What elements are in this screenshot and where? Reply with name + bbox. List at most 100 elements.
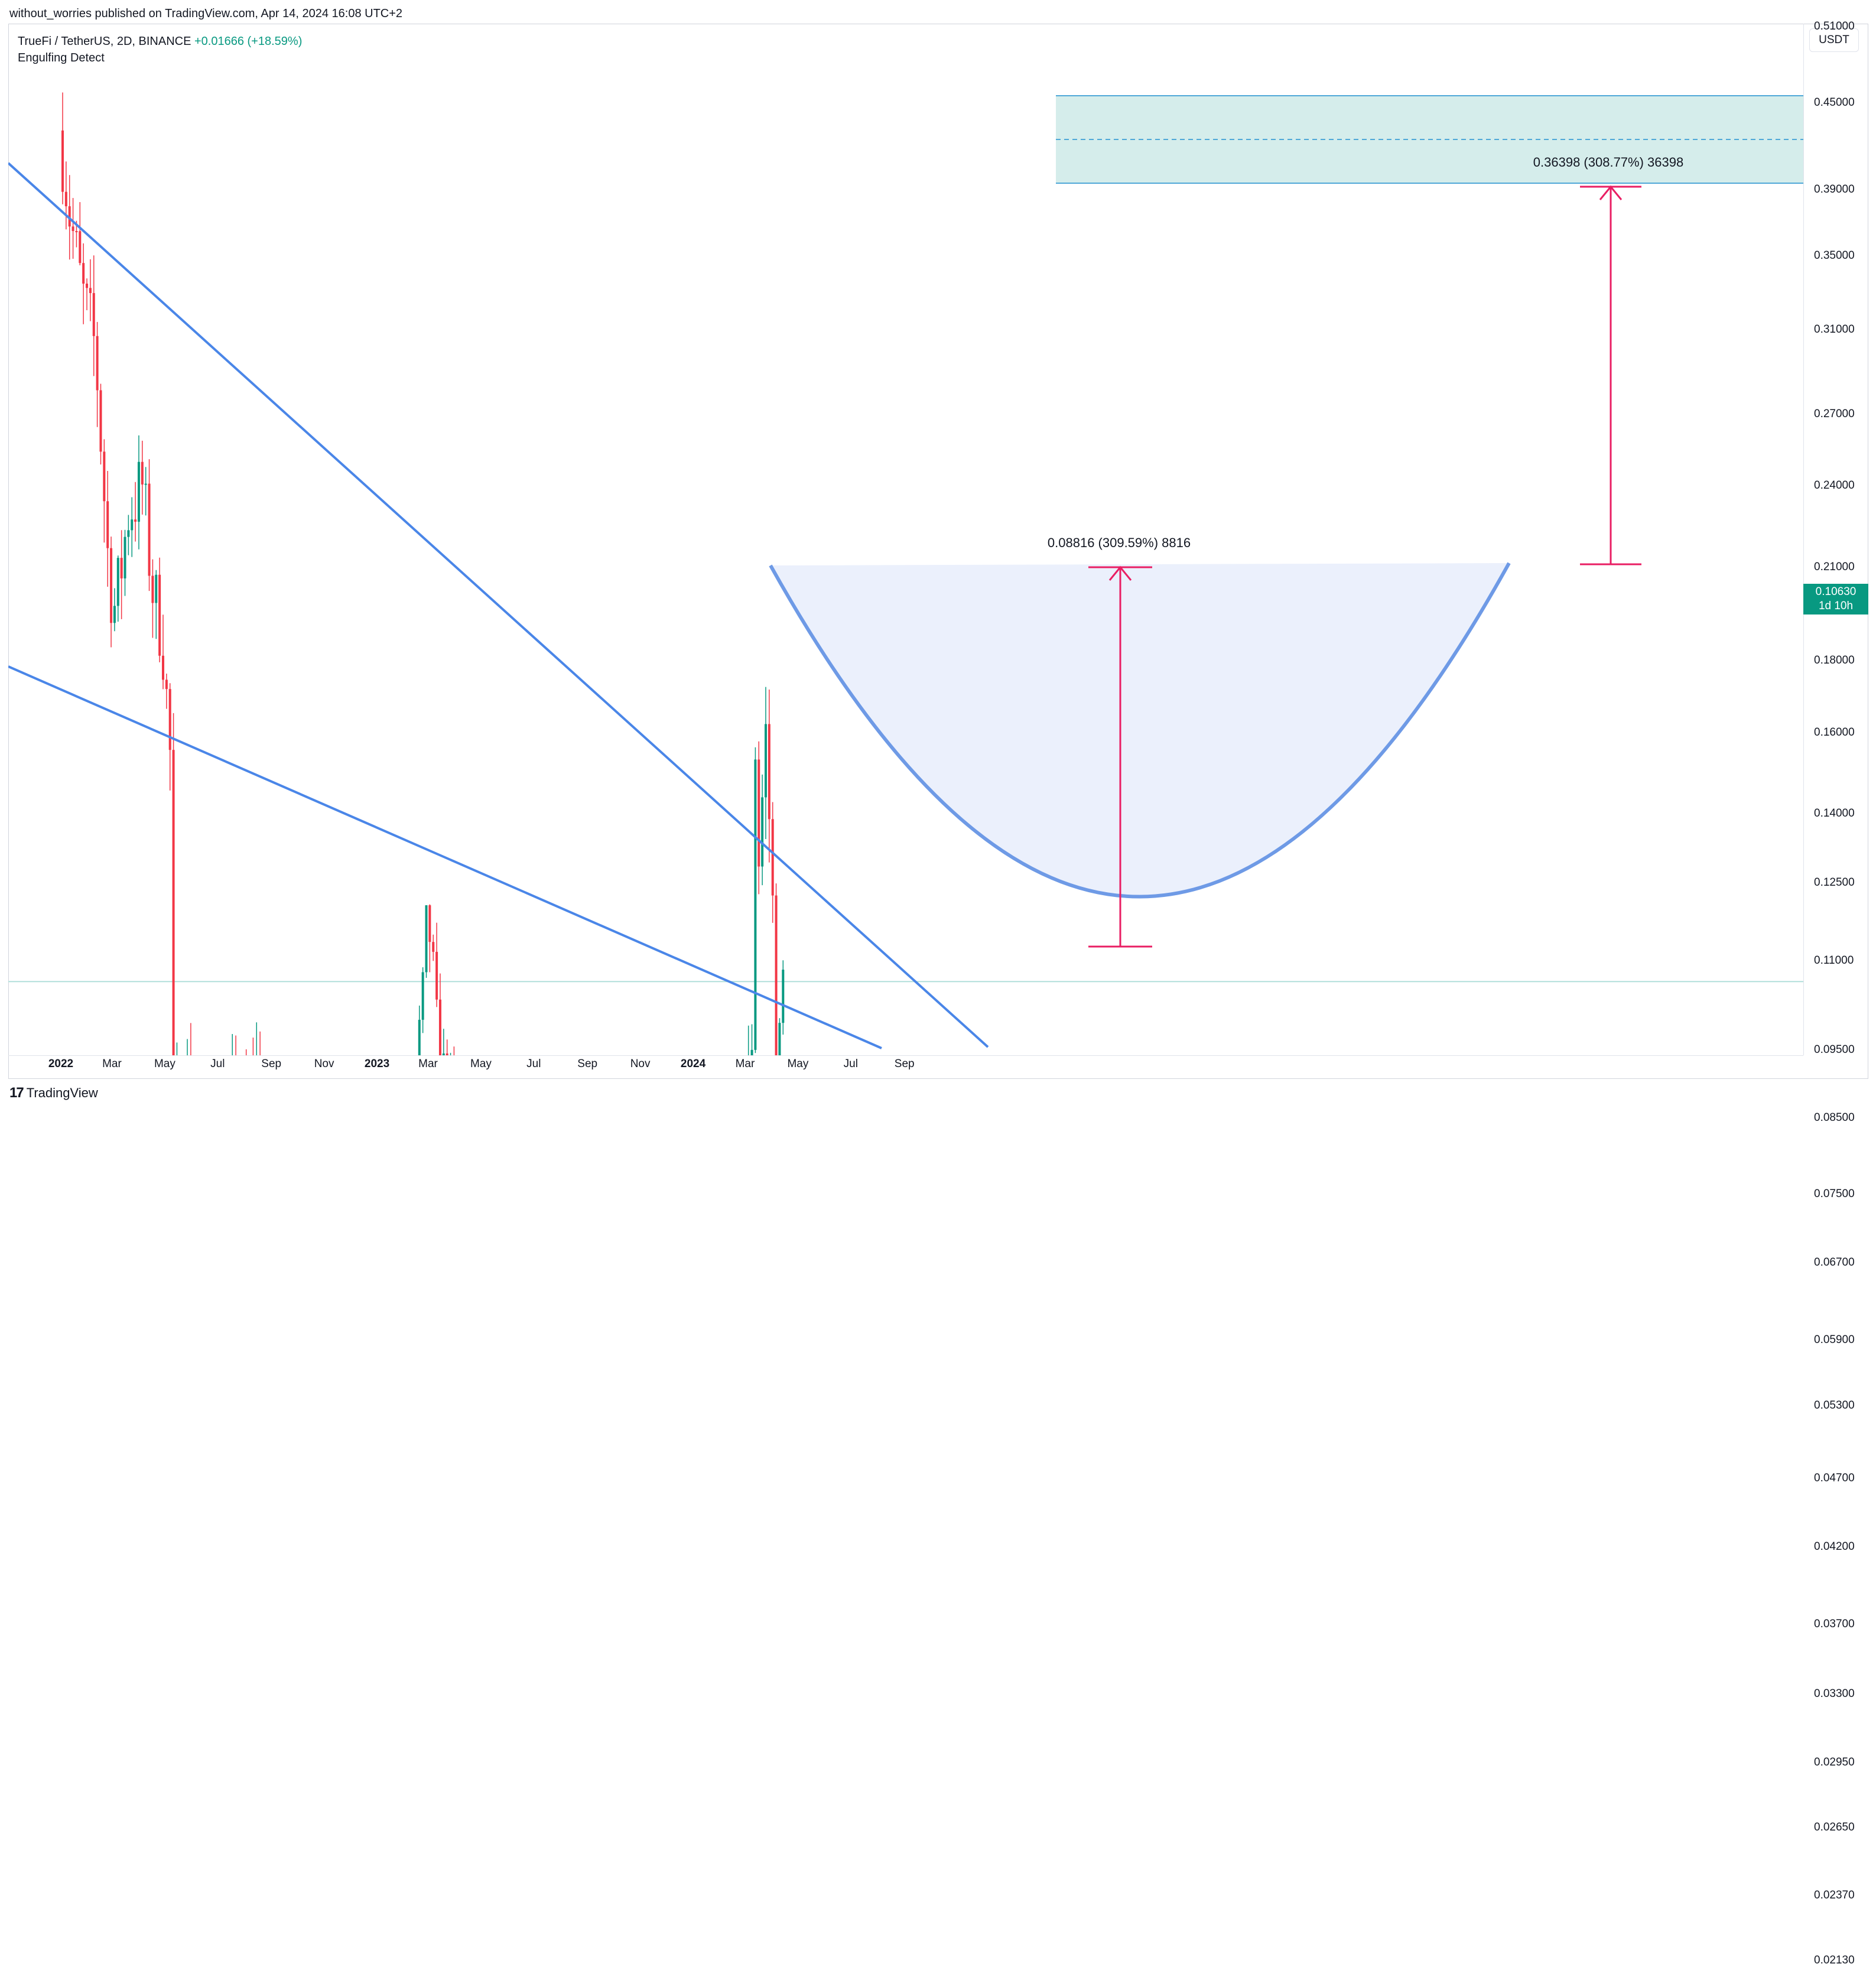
time-tick: 2022 (48, 1058, 74, 1070)
candle-down (64, 191, 67, 207)
price-tick: 0.35000 (1814, 249, 1855, 262)
symbol-legend: TrueFi / TetherUS, 2D, BINANCE +0.01666 … (18, 33, 302, 66)
currency-button[interactable]: USDT (1809, 28, 1859, 52)
cup-pattern (769, 562, 1511, 899)
bar-countdown: 1d 10h (1818, 600, 1854, 612)
price-tick: 0.03700 (1814, 1618, 1855, 1631)
wedge-upper-line (8, 162, 989, 1048)
candle-down (106, 501, 109, 548)
time-tick: Jul (210, 1058, 225, 1070)
time-tick: May (470, 1058, 492, 1070)
time-axis[interactable] (8, 1055, 1803, 1079)
cup-measure-arrow-head (1108, 565, 1132, 581)
candle-up (442, 1053, 445, 1055)
candle-down (172, 750, 175, 1055)
symbol-title[interactable]: TrueFi / TetherUS, 2D, BINANCE (18, 35, 191, 48)
price-tick: 0.02950 (1814, 1755, 1855, 1768)
candle-down (438, 999, 441, 1055)
candle-down (61, 130, 64, 192)
candle-up (754, 759, 757, 1050)
cup-fill (770, 563, 1509, 897)
candle-down (68, 206, 71, 227)
time-tick: Mar (735, 1058, 755, 1070)
target-measure-arrow-head (1599, 185, 1623, 200)
target-zone (8, 95, 1803, 983)
price-tick: 0.05900 (1814, 1334, 1855, 1347)
price-tick: 0.02650 (1814, 1821, 1855, 1834)
candle-down (161, 655, 164, 680)
price-tick: 0.24000 (1814, 479, 1855, 492)
candle-down (446, 1053, 448, 1055)
cup-measure-label: 0.08816 (309.59%) 8816 (1047, 535, 1191, 550)
tradingview-logo[interactable]: 17 TradingView (9, 1085, 98, 1101)
time-tick: Jul (526, 1058, 541, 1070)
indicator-title[interactable]: Engulfing Detect (18, 51, 105, 64)
wedge-lower-line (8, 665, 882, 1049)
price-tick: 0.11000 (1814, 954, 1854, 967)
candle-up (778, 1023, 781, 1055)
candle-down (96, 336, 99, 391)
price-tick: 0.06700 (1814, 1256, 1855, 1269)
last-price-badge: 0.10630 1d 10h (1803, 584, 1868, 615)
candle-up (764, 724, 767, 798)
time-tick: Nov (314, 1058, 334, 1070)
chart-area[interactable] (8, 24, 1803, 1055)
candle-up (750, 1049, 753, 1055)
price-tick: 0.05300 (1814, 1399, 1855, 1412)
time-tick: Sep (894, 1058, 915, 1070)
time-tick: 2024 (680, 1058, 706, 1070)
candle-down (432, 942, 435, 952)
price-chart[interactable] (8, 24, 1803, 1055)
price-tick: 0.03300 (1814, 1687, 1855, 1700)
time-tick: Jul (843, 1058, 858, 1070)
candle-up (761, 797, 764, 867)
candle-down (89, 288, 92, 293)
candle-down (75, 231, 78, 233)
candle-up (425, 905, 428, 973)
price-axis[interactable] (1803, 24, 1868, 1055)
candle-down (165, 679, 168, 690)
time-tick: Mar (102, 1058, 122, 1070)
candle-up (137, 461, 140, 522)
price-tick: 0.08500 (1814, 1111, 1855, 1124)
price-tick: 0.39000 (1814, 183, 1855, 196)
price-tick: 0.02130 (1814, 1954, 1855, 1967)
chart-frame (8, 24, 1868, 1079)
candles (61, 92, 785, 1055)
price-tick: 0.09500 (1814, 1043, 1855, 1056)
candle-down (86, 284, 89, 288)
price-tick: 0.04700 (1814, 1472, 1855, 1485)
candle-down (775, 895, 778, 1055)
time-tick: 2023 (364, 1058, 390, 1070)
candle-down (110, 548, 113, 623)
time-tick: May (154, 1058, 175, 1070)
candle-down (771, 819, 774, 896)
price-tick: 0.16000 (1814, 726, 1855, 739)
candle-down (134, 519, 137, 522)
price-tick: 0.02370 (1814, 1889, 1855, 1902)
candle-down (151, 576, 154, 603)
price-tick: 0.31000 (1814, 323, 1855, 336)
price-tick: 0.45000 (1814, 96, 1855, 109)
candle-down (92, 292, 95, 336)
candle-down (428, 905, 431, 942)
candle-down (768, 724, 770, 820)
published-by-line: without_worries published on TradingView… (9, 7, 403, 20)
price-change: +0.01666 (+18.59%) (194, 35, 303, 48)
candle-down (79, 231, 82, 264)
candle-down (103, 451, 106, 502)
candle-down (71, 226, 74, 232)
time-tick: May (787, 1058, 809, 1070)
candle-up (421, 972, 424, 1020)
candle-down (435, 951, 438, 1000)
measure-arrows (1088, 185, 1641, 948)
candle-up (113, 606, 116, 623)
candle-down (99, 390, 102, 452)
price-tick: 0.27000 (1814, 407, 1855, 420)
candle-down (141, 461, 144, 485)
candle-up (418, 1019, 421, 1055)
candle-down (148, 483, 151, 576)
candle-down (82, 263, 85, 284)
candle-up (782, 970, 785, 1023)
tradingview-wordmark: TradingView (26, 1085, 98, 1100)
